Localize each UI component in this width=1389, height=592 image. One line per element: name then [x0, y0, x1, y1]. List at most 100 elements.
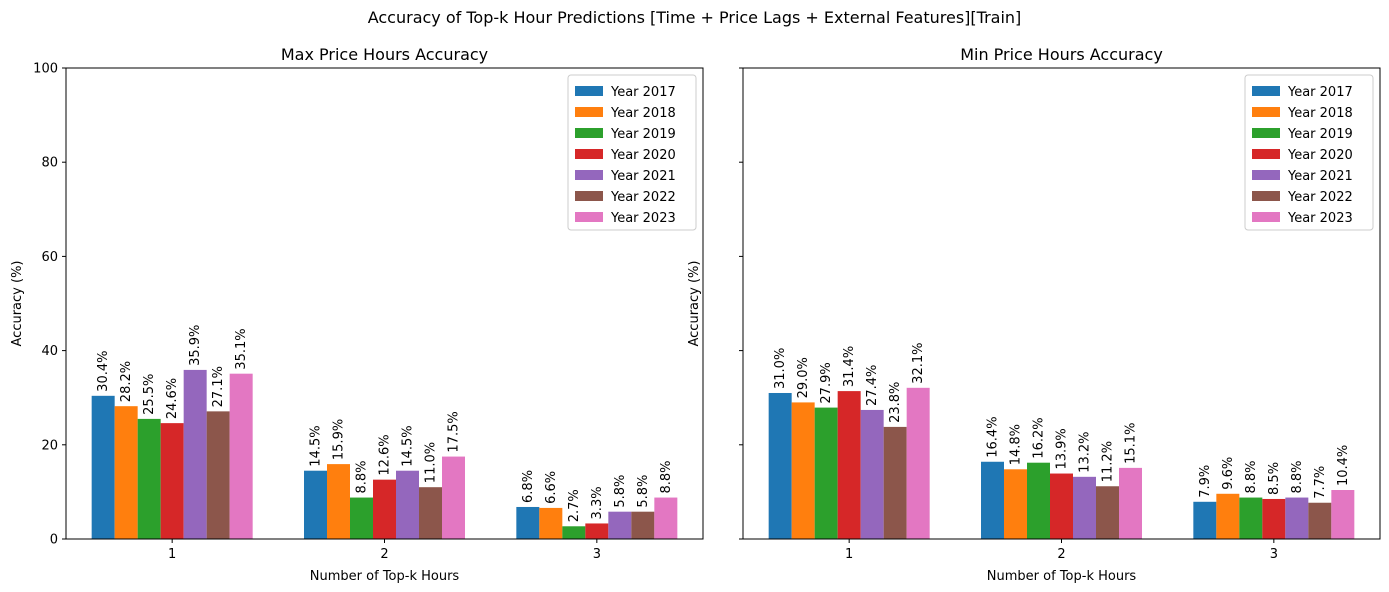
max-price-legend-label: Year 2017	[610, 85, 676, 100]
min-price-data-label: 31.4%	[842, 346, 857, 387]
min-price-data-label: 27.4%	[865, 365, 880, 406]
max-price-data-label: 17.5%	[447, 411, 462, 452]
max-price-ytick-label: 80	[41, 156, 58, 171]
max-price-data-label: 24.6%	[165, 378, 180, 419]
min-price-data-label: 31.0%	[773, 348, 788, 389]
min-price-legend-label: Year 2022	[1287, 190, 1353, 205]
max-price-bar-year-2017-k3	[516, 506, 540, 539]
min-price-xtick-label: 2	[1057, 547, 1065, 562]
min-price-data-label: 13.9%	[1055, 428, 1070, 469]
max-price-data-label: 27.1%	[211, 366, 226, 407]
max-price-ytick-label: 60	[41, 250, 58, 265]
max-price-legend-label: Year 2020	[610, 148, 676, 163]
min-price-bar-year-2019-k2	[1027, 462, 1050, 539]
max-price-bar-year-2023-k3	[654, 497, 678, 539]
max-price-data-label: 28.2%	[119, 361, 134, 402]
max-price-legend-swatch	[575, 149, 603, 159]
min-price-legend-label: Year 2019	[1287, 127, 1353, 142]
max-price-bar-year-2018-k3	[539, 507, 563, 539]
min-price-data-label: 7.7%	[1313, 466, 1328, 499]
min-price-data-label: 8.5%	[1267, 462, 1282, 495]
min-price-bar-year-2022-k1	[883, 426, 907, 539]
max-price-data-label: 5.8%	[613, 475, 628, 508]
max-price-legend-label: Year 2019	[610, 127, 676, 142]
min-price-bar-year-2022-k3	[1308, 502, 1332, 539]
min-price-xtick-label: 1	[845, 547, 853, 562]
min-price-bar-year-2017-k2	[981, 461, 1004, 539]
min-price-data-label: 27.9%	[819, 362, 834, 403]
max-price-xtick-label: 2	[380, 547, 388, 562]
max-price-legend-swatch	[575, 212, 603, 222]
max-price-bar-year-2021-k2	[396, 470, 419, 539]
max-price-data-label: 14.5%	[401, 425, 416, 466]
max-price-bar-year-2023-k1	[229, 373, 253, 539]
figure-suptitle: Accuracy of Top-k Hour Predictions [Time…	[367, 8, 1022, 27]
max-price-data-label: 15.9%	[332, 419, 347, 460]
min-price-legend-swatch	[1252, 212, 1280, 222]
max-price-legend-label: Year 2021	[610, 169, 676, 184]
min-price-data-label: 13.2%	[1078, 432, 1093, 473]
max-price-bar-year-2020-k2	[373, 479, 396, 539]
max-price-data-label: 12.6%	[378, 434, 393, 475]
min-price-data-label: 29.0%	[796, 357, 811, 398]
min-price-bar-year-2017-k1	[768, 392, 792, 539]
min-price-bar-year-2017-k3	[1193, 501, 1217, 539]
max-price-bar-year-2018-k2	[327, 464, 350, 539]
min-price-bar-year-2019-k1	[814, 407, 838, 539]
min-price-bar-year-2020-k2	[1050, 473, 1073, 539]
max-price-legend-label: Year 2022	[610, 190, 676, 205]
min-price-bar-year-2022-k2	[1096, 486, 1119, 539]
max-price-y-axis-label: Accuracy (%)	[10, 261, 25, 347]
min-price-bar-year-2021-k3	[1285, 497, 1309, 539]
max-price-xtick-label: 1	[168, 547, 176, 562]
min-price-y-axis-label: Accuracy (%)	[687, 261, 702, 347]
min-price-bar-year-2021-k1	[860, 409, 884, 539]
min-price-legend-swatch	[1252, 170, 1280, 180]
min-price-bar-year-2020-k3	[1262, 498, 1286, 539]
max-price-legend-swatch	[575, 191, 603, 201]
max-price-data-label: 14.5%	[309, 425, 324, 466]
min-price-data-label: 16.4%	[986, 416, 1001, 457]
max-price-data-label: 6.8%	[521, 470, 536, 503]
max-price-data-label: 35.9%	[188, 325, 203, 366]
max-price-legend-swatch	[575, 170, 603, 180]
min-price-legend-label: Year 2021	[1287, 169, 1353, 184]
max-price-bar-year-2023-k2	[442, 456, 465, 539]
min-price-legend-swatch	[1252, 86, 1280, 96]
min-price-bar-year-2020-k1	[837, 391, 861, 539]
max-price-legend-swatch	[575, 128, 603, 138]
max-price-bar-year-2020-k1	[160, 423, 184, 539]
min-price-data-label: 14.8%	[1009, 424, 1024, 465]
max-price-data-label: 11.0%	[424, 442, 439, 483]
max-price-ytick-label: 100	[33, 62, 58, 77]
max-price-bar-year-2021-k1	[183, 369, 207, 539]
max-price-bar-year-2022-k3	[631, 511, 655, 539]
min-price-data-label: 32.1%	[911, 342, 926, 383]
max-price-data-label: 2.7%	[567, 489, 582, 522]
max-price-data-label: 3.3%	[590, 486, 605, 519]
max-price-xtick-label: 3	[593, 547, 601, 562]
max-price-legend-swatch	[575, 107, 603, 117]
min-price-bar-year-2018-k1	[791, 402, 815, 539]
max-price-bar-year-2021-k3	[608, 511, 632, 539]
min-price-bar-year-2023-k1	[906, 387, 930, 539]
min-price-legend-swatch	[1252, 149, 1280, 159]
min-price-legend-swatch	[1252, 191, 1280, 201]
max-price-ytick-label: 40	[41, 344, 58, 359]
min-price-xtick-label: 3	[1270, 547, 1278, 562]
min-price-bar-year-2023-k3	[1331, 490, 1355, 539]
min-price-legend-label: Year 2023	[1287, 211, 1353, 226]
max-price-bar-year-2022-k2	[419, 487, 442, 539]
min-price-data-label: 11.2%	[1101, 441, 1116, 482]
max-price-x-axis-label: Number of Top-k Hours	[310, 569, 460, 584]
max-price-bar-year-2017-k2	[304, 470, 327, 539]
min-price-data-label: 16.2%	[1032, 417, 1047, 458]
min-price-data-label: 8.8%	[1244, 461, 1259, 494]
min-price-legend-swatch	[1252, 107, 1280, 117]
min-price-data-label: 8.8%	[1290, 461, 1305, 494]
min-price-legend-label: Year 2020	[1287, 148, 1353, 163]
max-price-legend-label: Year 2023	[610, 211, 676, 226]
max-price-bar-year-2020-k3	[585, 523, 609, 539]
min-price-data-label: 7.9%	[1198, 465, 1213, 498]
max-price-data-label: 5.8%	[636, 475, 651, 508]
